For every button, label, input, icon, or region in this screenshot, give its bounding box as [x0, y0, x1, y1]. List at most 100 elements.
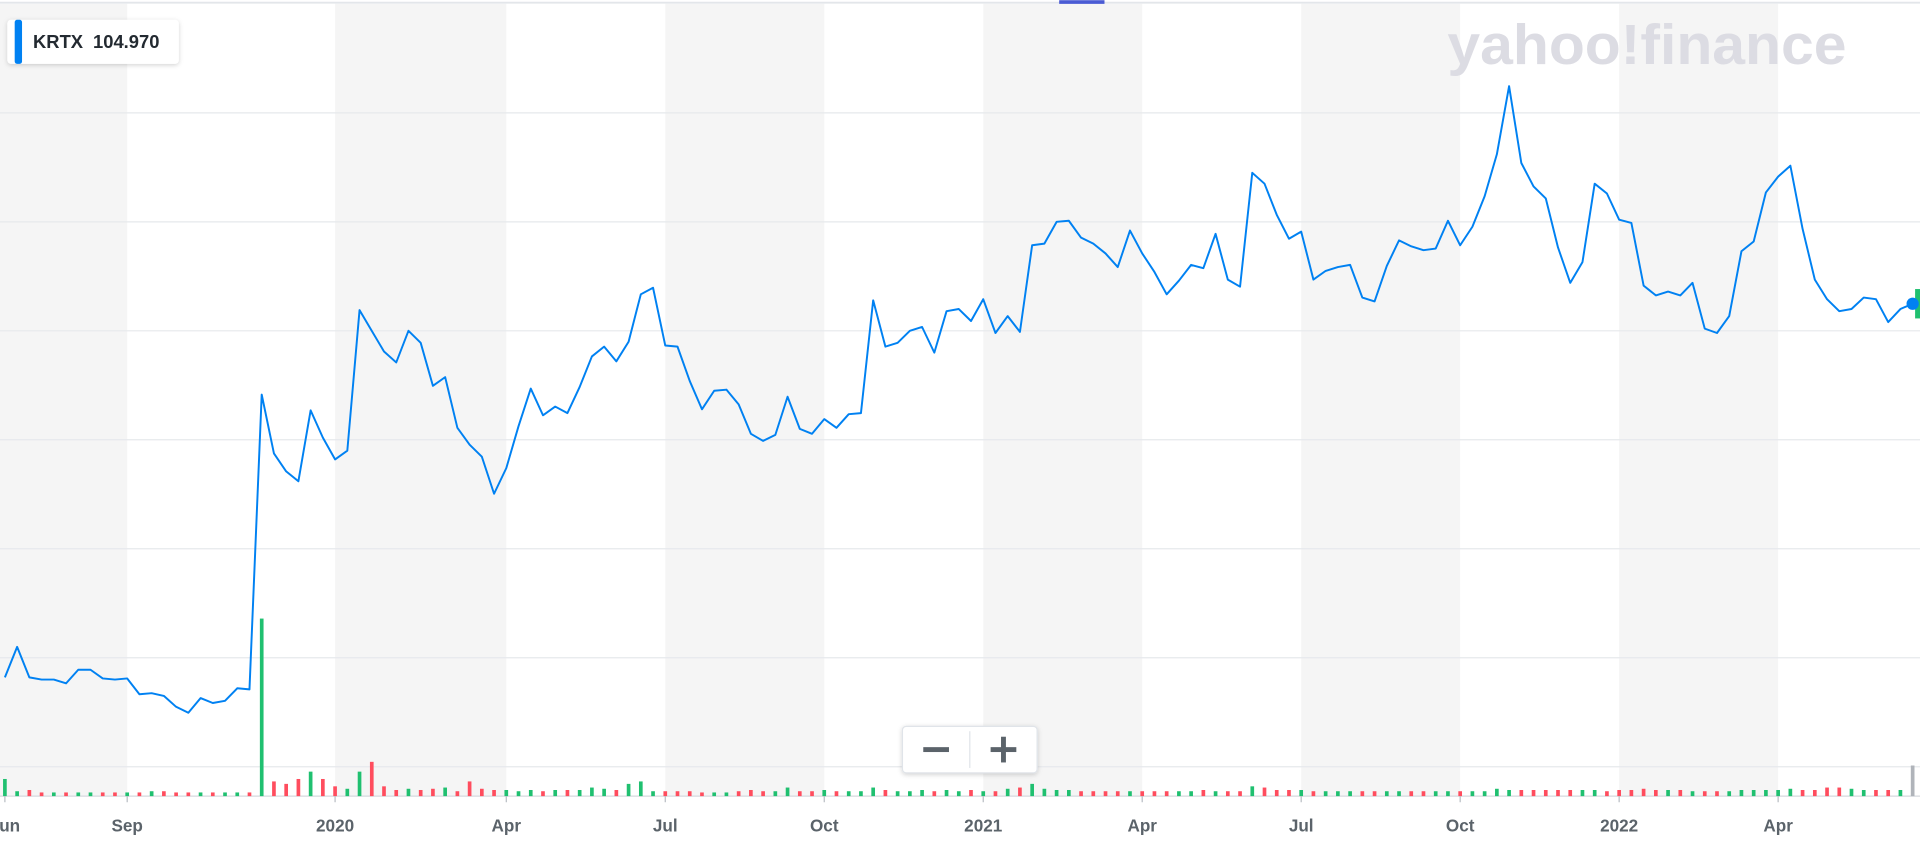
volume-bar	[1274, 790, 1279, 797]
x-axis: Jun Sep 2020 Apr Jul Oct 2021 Apr Jul Oct 2022 Apr	[0, 796, 1793, 836]
volume-bar	[382, 786, 386, 797]
volume-bar	[39, 792, 44, 797]
volume-bar	[981, 791, 986, 797]
volume-bar	[651, 791, 655, 797]
volume-bar	[1543, 790, 1548, 797]
volume-bar	[712, 792, 717, 797]
volume-bar	[810, 791, 814, 797]
x-tick-label: Jun	[0, 816, 20, 836]
volume-bar	[871, 787, 876, 797]
volume-bar	[1372, 791, 1377, 797]
volume-bar	[1336, 791, 1340, 797]
volume-bar	[1433, 791, 1438, 797]
volume-bar	[1128, 791, 1132, 797]
volume-bar	[1177, 791, 1181, 797]
volume-bar	[1641, 788, 1646, 797]
price-badge: KRTX 104.970	[7, 19, 179, 64]
volume-bar	[174, 792, 178, 797]
volume-bar	[797, 791, 802, 797]
zoom-in-button[interactable]	[971, 728, 1036, 772]
volume-bar	[956, 791, 961, 797]
last-point	[1906, 297, 1919, 310]
volume-bar	[1874, 790, 1878, 797]
volume-bar	[394, 790, 399, 797]
volume-bar	[100, 792, 105, 797]
volume-bar	[51, 792, 56, 797]
volume-bar	[88, 792, 93, 797]
volume-bar	[908, 791, 912, 797]
volume-bar	[1861, 790, 1866, 797]
volume-bar	[1580, 790, 1585, 797]
volume-bar	[1030, 783, 1034, 797]
volume-bar	[467, 781, 472, 797]
volume-bar	[1018, 787, 1022, 797]
volume-bar	[125, 792, 130, 797]
volume-bar	[565, 790, 570, 797]
volume-bar	[1152, 791, 1157, 797]
volume-bar	[3, 778, 7, 797]
grid	[0, 112, 1920, 797]
volume-bar	[859, 791, 863, 797]
volume-bar	[528, 790, 533, 797]
volume-bar	[516, 791, 521, 797]
volume-bar	[1727, 791, 1732, 797]
volume-bar	[822, 790, 827, 797]
x-tick-label: Apr	[1763, 816, 1793, 836]
volume-bar	[895, 791, 900, 797]
volume-bar	[1054, 790, 1059, 797]
volume-bar	[1898, 790, 1903, 797]
volume-bars	[3, 618, 1915, 797]
volume-bar	[1213, 791, 1218, 797]
volume-bar	[541, 791, 545, 797]
volume-bar	[492, 790, 496, 797]
volume-bar	[235, 792, 240, 797]
zoom-out-button[interactable]	[904, 728, 969, 772]
volume-bar	[602, 788, 606, 797]
period-band	[0, 3, 128, 797]
watermark: yahoo!finance	[1447, 13, 1846, 76]
volume-bar	[1067, 790, 1071, 797]
volume-bar	[1568, 790, 1573, 797]
volume-bar	[1837, 787, 1842, 797]
badge-marker	[14, 19, 23, 64]
volume-bar	[1886, 790, 1891, 797]
volume-bar	[1409, 791, 1414, 797]
volume-bar	[369, 761, 374, 797]
volume-bar	[1446, 791, 1450, 797]
volume-bar	[1140, 791, 1145, 797]
volume-bar	[321, 778, 325, 797]
volume-bar	[1776, 790, 1780, 797]
x-tick-label: Apr	[492, 816, 522, 836]
volume-bar	[846, 791, 851, 797]
volume-bar	[749, 790, 753, 797]
volume-bar	[1519, 790, 1524, 797]
volume-bar	[443, 787, 447, 797]
volume-bar	[357, 771, 362, 797]
volume-bar	[1739, 790, 1744, 797]
x-tick-label: Jul	[1289, 816, 1314, 836]
volume-bar	[1042, 788, 1047, 797]
volume-bar	[1079, 791, 1083, 797]
volume-bar	[259, 618, 264, 797]
volume-bar	[1702, 791, 1707, 797]
x-tick-label: Oct	[1446, 816, 1475, 836]
volume-bar	[1592, 790, 1597, 797]
volume-bar	[296, 778, 301, 797]
volume-bar	[700, 792, 704, 797]
volume-bar	[785, 787, 790, 797]
volume-bar	[1384, 791, 1389, 797]
volume-bar	[883, 790, 888, 797]
x-tick-label: 2021	[964, 816, 1003, 836]
volume-bar	[553, 790, 558, 797]
volume-bar	[724, 792, 729, 797]
period-bands	[0, 3, 1779, 797]
volume-bar	[626, 783, 631, 797]
volume-bar	[345, 788, 350, 797]
volume-bar	[1507, 790, 1511, 797]
price-line	[3, 85, 1914, 714]
volume-bar	[590, 787, 594, 797]
volume-bar	[932, 791, 937, 797]
volume-bar	[431, 788, 435, 797]
